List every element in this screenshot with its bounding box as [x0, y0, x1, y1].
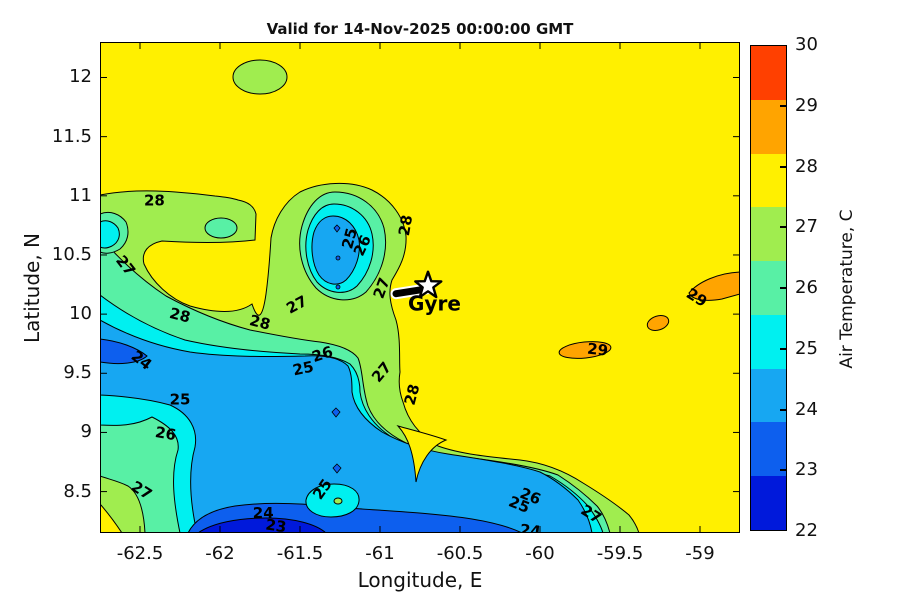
speck-blue	[333, 224, 341, 233]
speck-blue	[335, 255, 341, 261]
colorbar-band	[751, 368, 786, 423]
y-tick-label: 8.5	[63, 480, 92, 502]
colorbar-tick-mark	[780, 226, 786, 229]
gyre-star-icon	[414, 270, 443, 299]
contour-label-25: 25	[170, 390, 191, 408]
colorbar-band	[751, 99, 786, 154]
contour-label-28: 28	[395, 214, 416, 238]
colorbar-tick-label: 28	[795, 155, 818, 177]
colorbar	[750, 45, 787, 531]
colorbar-tick-label: 30	[795, 34, 818, 55]
plot-title: Valid for 14-Nov-2025 00:00:00 GMT	[266, 20, 574, 38]
y-tick-label: 9.5	[63, 362, 92, 384]
colorbar-tick-label: 24	[795, 398, 818, 420]
y-tick-label: 9	[80, 421, 92, 443]
yellow-notch	[396, 425, 448, 483]
colorbar-band	[751, 207, 786, 262]
contour-label-25: 25	[338, 226, 361, 251]
contour-label-28: 28	[248, 311, 273, 334]
colorbar-tick-label: 25	[795, 337, 818, 359]
band-blue-west-pocket	[100, 338, 148, 365]
colorbar-tick-mark	[780, 287, 786, 289]
warm-spot-29-small	[646, 315, 670, 331]
y-axis-label: Latitude, N	[20, 233, 44, 343]
band-lightblue-core	[100, 319, 593, 533]
contour-label-29: 29	[586, 340, 609, 360]
y-tick-label: 12	[69, 66, 92, 88]
contour-label-28: 28	[401, 382, 424, 407]
speck-greenyellow-dot	[333, 497, 343, 505]
colorbar-tick-label: 26	[795, 277, 818, 298]
colorbar-tick-mark	[780, 469, 786, 472]
colorbar-band	[751, 422, 786, 477]
x-axis-label: Longitude, E	[357, 568, 483, 592]
axis-frame-ticks	[100, 42, 740, 533]
colorbar-tick-label: 23	[795, 459, 818, 481]
contour-label-24: 24	[253, 504, 274, 522]
y-tick-label: 10	[69, 303, 92, 325]
speck-blue	[335, 284, 341, 290]
colorbar-tick-mark	[780, 104, 786, 107]
band-darkblue-bottom	[197, 517, 327, 533]
colorbar-tick-mark	[780, 408, 786, 411]
x-tick-label: -61.5	[276, 543, 324, 564]
colorbar-band	[751, 314, 786, 369]
colorbar-tick-label: 29	[795, 94, 818, 116]
colorbar-tick-mark	[780, 347, 786, 350]
colorbar-band	[751, 476, 786, 530]
pocket-cyan-west	[100, 220, 120, 249]
contour-label-25: 25	[291, 358, 315, 380]
speck-blue	[331, 407, 341, 418]
plot-area: 28 27 28 28 27 25 26 28 27 24 26 25 27 28 25 26 27 25 24 23…	[100, 42, 740, 533]
plot-frame	[100, 42, 740, 533]
x-tick-label: -62.5	[116, 543, 164, 564]
contour-label-28: 28	[144, 192, 165, 210]
contour-label-28: 28	[168, 304, 193, 327]
x-tick-label: -60	[525, 543, 555, 564]
band-cyan-bottom-pocket	[305, 483, 360, 518]
colorbar-band	[751, 153, 786, 208]
oval-springgreen-west	[204, 217, 238, 239]
gyre-marker: Gyre	[390, 270, 461, 316]
x-tick-label: -62	[205, 543, 235, 564]
x-tick-label: -59	[685, 543, 715, 564]
speck-blue	[332, 463, 342, 474]
contour-label-26: 26	[310, 343, 335, 367]
x-tick-label: -59.5	[596, 543, 644, 564]
contour-label-26: 26	[154, 423, 178, 444]
gyre-label: Gyre	[408, 292, 461, 316]
y-tick-label: 11	[69, 184, 92, 206]
colorbar-label: Air Temperature, C	[837, 209, 857, 369]
x-tick-label: -61	[365, 543, 395, 564]
ring-lightblue-core	[311, 215, 360, 285]
y-tick-label: 11.5	[51, 125, 92, 147]
warm-spot-29-west	[558, 341, 612, 359]
warm-spot-29-east-finger	[688, 271, 740, 301]
colorbar-tick-mark	[780, 165, 786, 168]
contour-label-24: 24	[519, 521, 542, 533]
y-tick-label: 10.5	[51, 243, 92, 265]
colorbar-band	[751, 46, 786, 100]
colorbar-tick-label: 27	[795, 216, 818, 238]
contour-label-23: 23	[264, 516, 287, 533]
x-tick-label: -60.5	[436, 543, 484, 564]
colorbar-tick-label: 22	[795, 520, 818, 541]
band-green-oval-north	[232, 59, 288, 95]
